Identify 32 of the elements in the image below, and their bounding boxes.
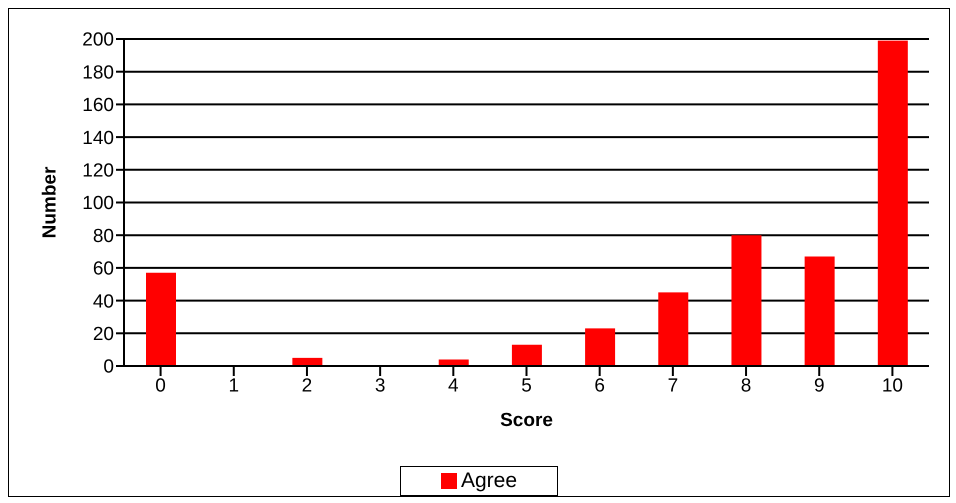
bar [878, 40, 908, 366]
x-axis-title: Score [500, 410, 553, 431]
y-tick-label: 120 [82, 160, 114, 182]
x-tick-label: 7 [668, 375, 678, 396]
y-tick-label: 180 [82, 62, 114, 84]
bar [146, 272, 176, 366]
bar [731, 235, 762, 366]
x-tick-label: 5 [521, 375, 532, 396]
y-tick-label: 0 [103, 356, 114, 378]
legend-label: Agree [460, 469, 518, 493]
bar [804, 256, 835, 366]
y-axis-title: Number [40, 166, 61, 238]
x-tick-label: 0 [155, 375, 166, 396]
x-tick-label: 8 [740, 375, 752, 396]
y-tick-label: 200 [82, 30, 114, 51]
bar [512, 344, 542, 366]
y-tick-label: 140 [82, 128, 114, 149]
y-tick-label: 20 [92, 324, 114, 346]
x-tick-label: 10 [882, 375, 903, 396]
y-tick-label: 40 [92, 291, 114, 312]
y-tick-label: 80 [92, 226, 114, 247]
x-tick-label: 4 [448, 375, 460, 396]
x-tick-label: 2 [302, 375, 312, 396]
x-tick-label: 6 [594, 375, 605, 396]
y-tick-label: 60 [92, 258, 114, 280]
x-tick-label: 3 [374, 375, 386, 396]
bar [585, 328, 616, 366]
x-tick-label: 1 [228, 375, 240, 396]
x-tick-label: 9 [814, 375, 825, 396]
bar [658, 292, 688, 366]
y-tick-label: 100 [82, 193, 114, 214]
y-tick-label: 160 [82, 95, 114, 116]
